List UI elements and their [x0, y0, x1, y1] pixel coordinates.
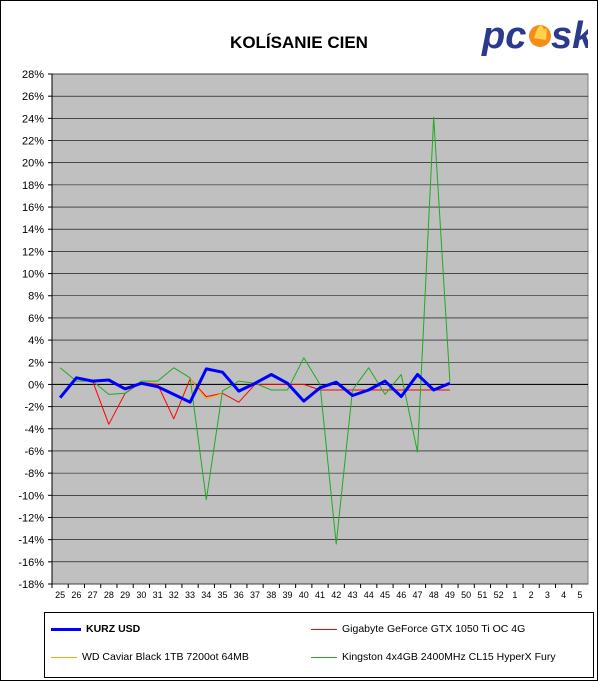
y-tick-label: 20% [22, 158, 44, 170]
series-line-gigabyte-geforce-gtx-1050-ti-oc-4g [92, 378, 450, 425]
logo-text-sk: sk [551, 15, 588, 57]
legend-swatch-kurz-usd [51, 627, 81, 631]
legend-label-wd-caviar: WD Caviar Black 1TB 7200ot 64MB [82, 651, 249, 663]
x-tick-label: 25 [55, 590, 65, 600]
y-tick-label: 10% [22, 269, 44, 281]
y-tick-label: -8% [24, 468, 44, 480]
x-tick-label: 51 [477, 590, 487, 600]
x-tick-label: 3 [545, 590, 550, 600]
x-tick-label: 36 [234, 590, 244, 600]
x-tick-label: 2 [529, 590, 534, 600]
x-tick-label: 52 [494, 590, 504, 600]
x-tick-label: 5 [577, 590, 582, 600]
x-tick-label: 38 [266, 590, 276, 600]
y-tick-label: 2% [28, 357, 44, 369]
y-tick-label: 16% [22, 202, 44, 214]
x-tick-label: 43 [347, 590, 357, 600]
y-tick-label: -10% [18, 490, 44, 502]
x-tick-label: 50 [461, 590, 471, 600]
plot-background [51, 73, 589, 585]
y-tick-label: 24% [22, 113, 44, 125]
x-tick-label: 33 [185, 590, 195, 600]
y-tick-label: -4% [24, 424, 44, 436]
x-tick-label: 30 [136, 590, 146, 600]
y-tick-label: -2% [24, 402, 44, 414]
legend-label-kingston: Kingston 4x4GB 2400MHz CL15 HyperX Fury [342, 651, 556, 663]
x-tick-label: 45 [380, 590, 390, 600]
x-tick-label: 41 [315, 590, 325, 600]
series-line-wd-caviar-black-1tb-7200ot-64mb [189, 378, 223, 400]
x-tick-label: 34 [201, 590, 211, 600]
x-tick-label: 35 [218, 590, 228, 600]
x-tick-label: 44 [364, 590, 374, 600]
legend-swatch-wd-caviar [51, 656, 77, 658]
y-tick-label: -12% [18, 512, 44, 524]
x-tick-label: 27 [88, 590, 98, 600]
x-tick-label: 39 [283, 590, 293, 600]
chart-legend: KURZ USD Gigabyte GeForce GTX 1050 Ti OC… [44, 612, 594, 678]
x-tick-label: 40 [299, 590, 309, 600]
legend-item-kurz-usd: KURZ USD [51, 623, 140, 635]
x-tick-label: 4 [561, 590, 566, 600]
x-tick-label: 48 [429, 590, 439, 600]
chart-plot: -18% -16% -14% -12% -10% -8% -6% -4% -2% 0% 2% 4% 6%… [18, 69, 589, 600]
x-tick-label: 32 [169, 590, 179, 600]
pcosk-logo: pc sk [481, 15, 588, 57]
x-tick-label: 47 [412, 590, 422, 600]
x-tick-label: 49 [445, 590, 455, 600]
legend-item-kingston: Kingston 4x4GB 2400MHz CL15 HyperX Fury [311, 651, 556, 663]
y-tick-label: 0% [28, 379, 44, 391]
y-tick-label: 26% [22, 91, 44, 103]
x-tick-label: 31 [153, 590, 163, 600]
legend-item-gigabyte: Gigabyte GeForce GTX 1050 Ti OC 4G [311, 623, 525, 635]
x-tick-label: 28 [104, 590, 114, 600]
y-tick-label: 12% [22, 246, 44, 258]
y-tick-label: -18% [18, 579, 44, 591]
y-tick-label: -16% [18, 557, 44, 569]
legend-item-wd-caviar: WD Caviar Black 1TB 7200ot 64MB [51, 651, 249, 663]
x-tick-label: 26 [71, 590, 81, 600]
y-tick-label: 8% [28, 291, 44, 303]
y-tick-label: 14% [22, 224, 44, 236]
legend-label-kurz-usd: KURZ USD [86, 623, 141, 635]
x-tick-label: 46 [396, 590, 406, 600]
y-tick-label: 6% [28, 313, 44, 325]
y-tick-label: -14% [18, 535, 44, 547]
x-tick-label: 37 [250, 590, 260, 600]
y-tick-label: 28% [22, 69, 44, 81]
y-tick-label: 22% [22, 136, 44, 148]
legend-swatch-kingston [311, 656, 337, 658]
y-tick-label: 18% [22, 180, 44, 192]
logo-text-pc: pc [481, 15, 526, 57]
legend-label-gigabyte: Gigabyte GeForce GTX 1050 Ti OC 4G [342, 623, 526, 635]
legend-swatch-gigabyte [311, 628, 337, 630]
y-tick-label: 4% [28, 335, 44, 347]
chart-title: KOLÍSANIE CIEN [230, 33, 368, 52]
logo-flame-inner-icon [534, 25, 547, 40]
x-tick-label: 29 [120, 590, 130, 600]
series-line-kurz-usd [58, 367, 451, 404]
y-tick-label: -6% [24, 446, 44, 458]
x-tick-label: 1 [512, 590, 517, 600]
x-tick-label: 42 [331, 590, 341, 600]
